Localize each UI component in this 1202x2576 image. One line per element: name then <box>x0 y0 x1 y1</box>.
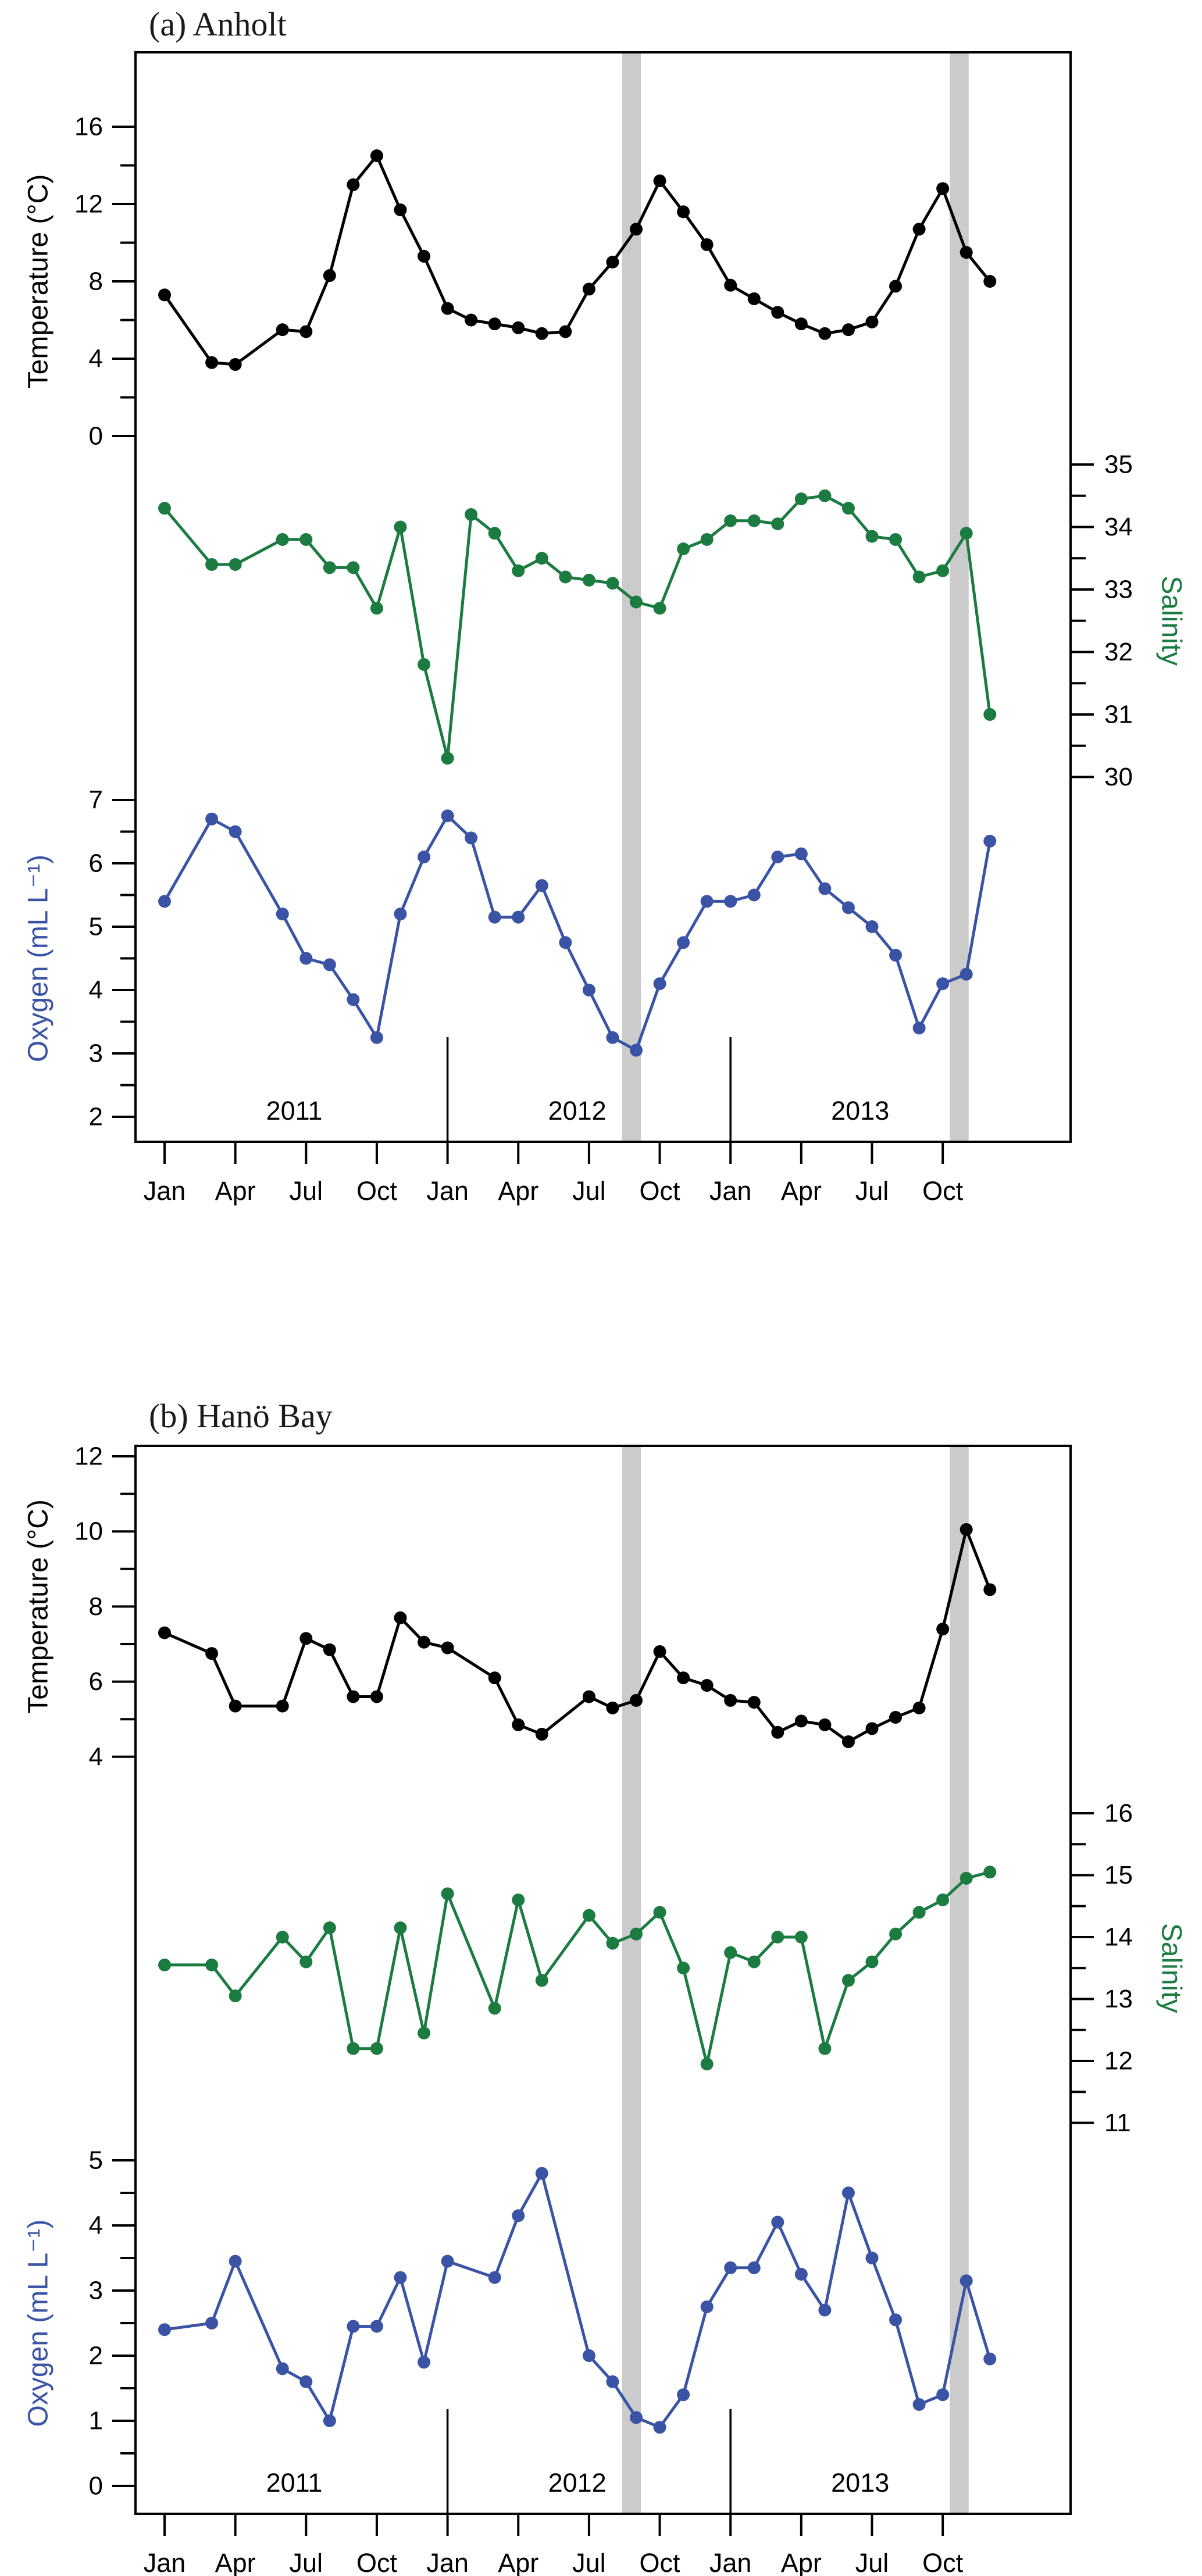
panel-b-plot-box <box>134 1445 1072 2515</box>
svg-text:13: 13 <box>1104 1985 1133 2013</box>
svg-text:Apr: Apr <box>781 1176 822 1206</box>
svg-text:Jan: Jan <box>426 1176 469 1206</box>
svg-text:2012: 2012 <box>548 2468 607 2498</box>
panel-b-temperature-series <box>158 1523 997 1748</box>
svg-text:Jan: Jan <box>144 1176 186 1206</box>
svg-text:4: 4 <box>89 345 103 373</box>
svg-text:Oct: Oct <box>922 1176 964 1206</box>
panel-b-title: (b) Hanö Bay <box>149 1397 333 1435</box>
svg-text:Apr: Apr <box>498 1176 538 1206</box>
panel-a-salinity-axis: 30 31 32 33 34 35 Salinity <box>1071 451 1187 791</box>
svg-text:Oct: Oct <box>640 2548 681 2576</box>
panel-b-salinity-axis: 11 12 13 14 15 16 Salinity <box>1071 1799 1187 2137</box>
svg-text:2011: 2011 <box>266 1096 323 1126</box>
svg-text:12: 12 <box>74 1442 103 1471</box>
svg-text:3: 3 <box>89 1039 103 1068</box>
svg-text:12: 12 <box>1104 2047 1133 2075</box>
svg-text:16: 16 <box>1104 1799 1133 1828</box>
svg-text:11: 11 <box>1104 2109 1131 2137</box>
svg-text:Jul: Jul <box>572 2548 606 2576</box>
svg-text:0: 0 <box>89 422 103 451</box>
panel-a-x-axis: Jan Apr Jul Oct Jan Apr Jul Oct Jan Apr Jul Oct <box>144 1142 964 1206</box>
svg-text:Apr: Apr <box>781 2548 822 2576</box>
svg-text:4: 4 <box>89 1742 103 1771</box>
svg-text:6: 6 <box>89 1667 103 1696</box>
svg-text:2: 2 <box>89 1103 103 1131</box>
svg-text:Jul: Jul <box>572 1176 606 1206</box>
svg-text:31: 31 <box>1104 701 1133 729</box>
panel-a-oxygen-series <box>158 809 997 1057</box>
panel-b-year-labels: 2011 2012 2013 <box>266 2409 889 2514</box>
svg-text:32: 32 <box>1104 638 1133 666</box>
svg-text:30: 30 <box>1104 763 1133 791</box>
panel-a-oxygen-axis: 2 3 4 5 6 7 Oxygen (mL L⁻¹) <box>23 786 135 1131</box>
svg-text:Jul: Jul <box>855 2548 889 2576</box>
svg-text:Temperature (°C): Temperature (°C) <box>23 1499 54 1714</box>
svg-text:7: 7 <box>89 786 103 814</box>
svg-text:Oct: Oct <box>922 2548 964 2576</box>
panel-a-title: (a) Anholt <box>149 5 287 43</box>
svg-text:2: 2 <box>89 2342 103 2370</box>
svg-text:33: 33 <box>1104 576 1133 604</box>
panel-a-salinity-series <box>158 489 997 765</box>
svg-text:Jan: Jan <box>426 2548 469 2576</box>
panel-a-plot-box <box>134 51 1072 1143</box>
panel-a-year-labels: 2011 2012 2013 <box>266 1037 889 1142</box>
svg-text:Salinity: Salinity <box>1156 1923 1187 2013</box>
svg-text:35: 35 <box>1104 451 1133 479</box>
panel-b-oxygen-axis: 0 1 2 3 4 5 Oxygen (mL L⁻¹) <box>23 2146 135 2500</box>
svg-text:Oct: Oct <box>356 2548 398 2576</box>
svg-text:Temperature (°C): Temperature (°C) <box>23 174 54 389</box>
svg-text:5: 5 <box>89 913 103 941</box>
panel-a-temperature-series <box>158 149 997 371</box>
svg-text:3: 3 <box>89 2277 103 2305</box>
svg-text:Jan: Jan <box>709 1176 752 1206</box>
panel-a-temperature-axis: 0 4 8 12 16 Temperature (°C) <box>23 113 135 451</box>
svg-text:2013: 2013 <box>831 1096 889 1126</box>
svg-text:Apr: Apr <box>215 2548 256 2576</box>
svg-text:Jan: Jan <box>709 2548 752 2576</box>
panel-b-shaded-bands <box>622 1446 969 2514</box>
panel-a-plot: Jan Apr Jul Oct Jan Apr Jul Oct Jan Apr Jul Oct 2011… <box>23 51 1187 1206</box>
svg-text:Jul: Jul <box>290 2548 323 2576</box>
svg-text:8: 8 <box>89 1592 103 1621</box>
panel-b-temperature-axis: 4 6 8 10 12 Temperature (°C) <box>23 1442 135 1771</box>
svg-text:Apr: Apr <box>498 2548 538 2576</box>
svg-text:Jul: Jul <box>855 1176 889 1206</box>
panel-b-plot: Jan Apr Jul Oct Jan Apr Jul Oct Jan Apr Jul Oct2011… <box>23 1442 1187 2576</box>
svg-text:2012: 2012 <box>548 1096 607 1126</box>
svg-text:Jan: Jan <box>144 2548 186 2576</box>
svg-text:2013: 2013 <box>831 2468 889 2498</box>
panel-b-oxygen-series <box>158 2167 997 2434</box>
svg-text:Oxygen (mL L⁻¹): Oxygen (mL L⁻¹) <box>23 855 54 1062</box>
svg-text:Salinity: Salinity <box>1156 576 1187 666</box>
svg-text:8: 8 <box>89 267 103 296</box>
svg-text:1: 1 <box>89 2407 103 2435</box>
svg-text:Jul: Jul <box>290 1176 323 1206</box>
panel-b-salinity-series <box>158 1866 997 2071</box>
svg-text:Oct: Oct <box>356 1176 398 1206</box>
svg-text:2011: 2011 <box>266 2468 323 2498</box>
svg-text:0: 0 <box>89 2472 103 2500</box>
svg-text:Oxygen (mL L⁻¹): Oxygen (mL L⁻¹) <box>23 2220 54 2427</box>
panel-b-x-axis: Jan Apr Jul Oct Jan Apr Jul Oct Jan Apr Jul Oct <box>144 2514 964 2576</box>
svg-text:4: 4 <box>89 2211 103 2240</box>
svg-text:5: 5 <box>89 2146 103 2175</box>
svg-text:16: 16 <box>74 113 103 141</box>
svg-text:4: 4 <box>89 976 103 1005</box>
svg-text:6: 6 <box>89 849 103 878</box>
svg-text:15: 15 <box>1104 1861 1133 1889</box>
svg-text:12: 12 <box>74 190 103 219</box>
svg-text:10: 10 <box>74 1517 103 1546</box>
svg-text:34: 34 <box>1104 513 1133 541</box>
svg-text:14: 14 <box>1104 1923 1133 1952</box>
svg-text:Apr: Apr <box>215 1176 256 1206</box>
svg-text:Oct: Oct <box>640 1176 681 1206</box>
panel-a-shaded-bands <box>622 52 969 1142</box>
